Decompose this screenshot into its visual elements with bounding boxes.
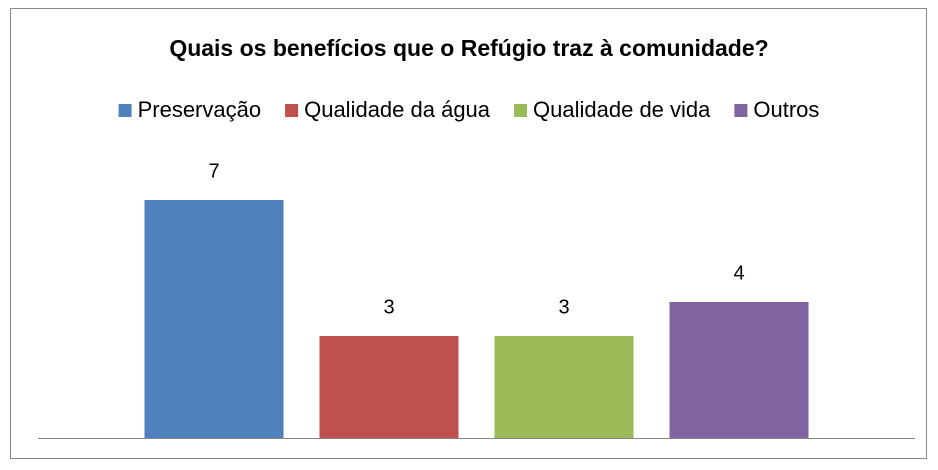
bar: [144, 200, 284, 438]
legend-label: Outros: [753, 97, 819, 122]
legend-swatch: [118, 104, 132, 117]
data-label: 3: [383, 296, 394, 318]
data-label: 7: [208, 160, 219, 182]
legend-label: Qualidade de vida: [533, 97, 711, 122]
bar: [669, 302, 809, 438]
data-label: 4: [733, 262, 744, 284]
legend-swatch: [734, 104, 748, 117]
legend-swatch: [514, 104, 528, 117]
chart-title: Quais os benefícios que o Refúgio traz à…: [169, 35, 768, 61]
bar: [319, 336, 459, 438]
legend-label: Qualidade da água: [304, 97, 491, 122]
bar: [494, 336, 634, 438]
data-label: 3: [558, 296, 569, 318]
legend-swatch: [285, 104, 299, 117]
legend-label: Preservação: [138, 97, 262, 122]
